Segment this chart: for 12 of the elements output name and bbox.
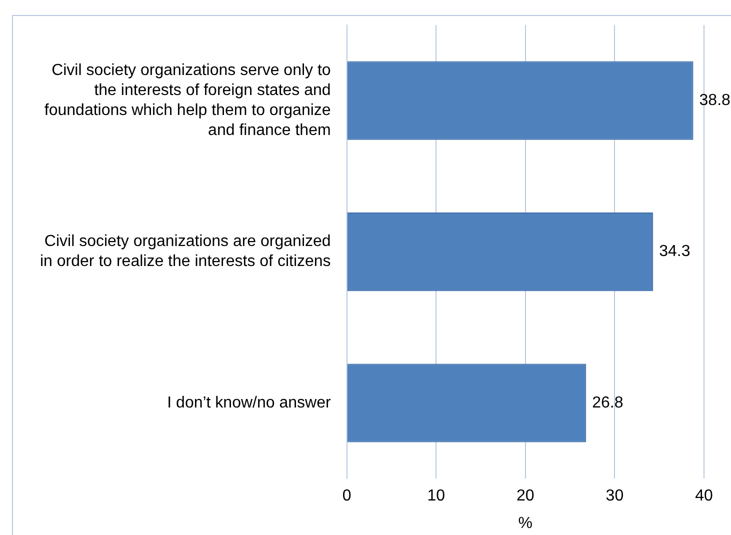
data-label: 38.8 bbox=[699, 92, 731, 110]
data-label: 34.3 bbox=[659, 243, 690, 260]
y-tick-label: Civil society organizations serve only to the interests of foreign states and foundations which help them to organize and finance them bbox=[44, 62, 331, 140]
x-tick-label: 40 bbox=[695, 488, 713, 505]
x-tick-label: 10 bbox=[427, 488, 446, 505]
y-tick-label: Civil society organizations are organized in order to realize the interests of citizens bbox=[40, 233, 331, 270]
data-label: 26.8 bbox=[592, 394, 624, 412]
x-axis-title: % bbox=[518, 514, 533, 532]
x-tick-label: 30 bbox=[606, 488, 624, 505]
x-tick-label: 20 bbox=[516, 488, 534, 505]
y-tick-label: I don’t know/no answer bbox=[167, 394, 332, 412]
x-tick-label: 0 bbox=[342, 488, 352, 505]
